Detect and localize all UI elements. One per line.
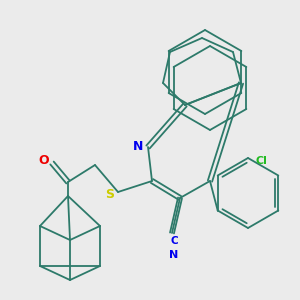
Text: N: N [133, 140, 143, 154]
Text: Cl: Cl [256, 156, 268, 166]
Text: S: S [106, 188, 115, 200]
Text: C: C [170, 236, 178, 246]
Text: N: N [169, 250, 178, 260]
Text: O: O [39, 154, 49, 167]
